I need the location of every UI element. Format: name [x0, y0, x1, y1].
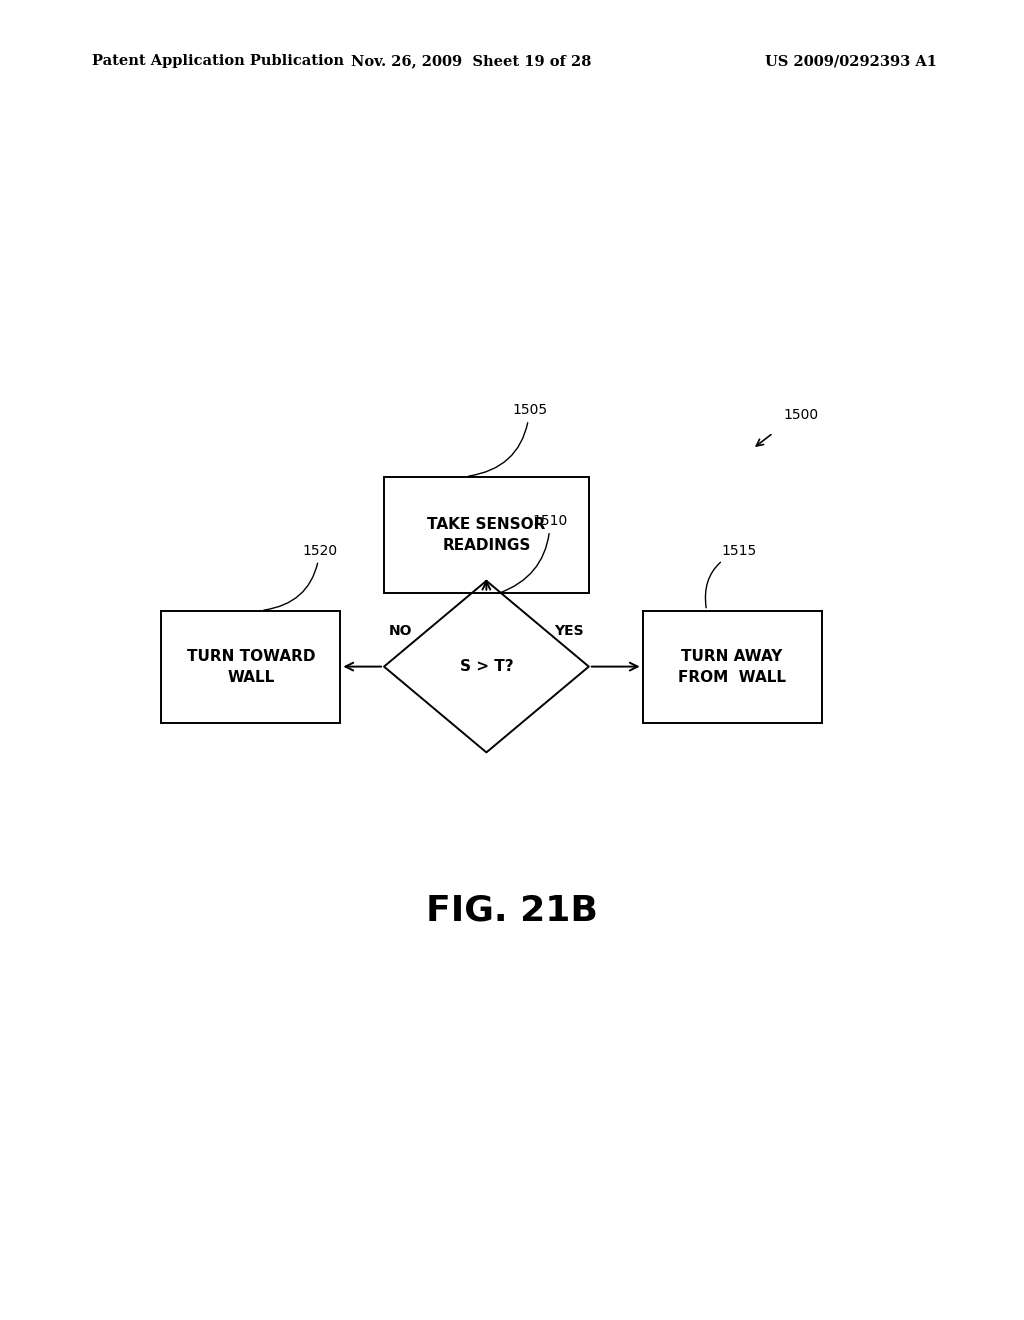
- Text: YES: YES: [554, 623, 584, 638]
- Text: Nov. 26, 2009  Sheet 19 of 28: Nov. 26, 2009 Sheet 19 of 28: [351, 54, 591, 69]
- Text: US 2009/0292393 A1: US 2009/0292393 A1: [765, 54, 937, 69]
- Text: TAKE SENSOR
READINGS: TAKE SENSOR READINGS: [427, 516, 546, 553]
- Bar: [643, 610, 821, 722]
- Text: S > T?: S > T?: [460, 659, 513, 675]
- Text: 1510: 1510: [500, 513, 567, 593]
- Text: Patent Application Publication: Patent Application Publication: [92, 54, 344, 69]
- Bar: [384, 477, 589, 593]
- Bar: [162, 610, 340, 722]
- Text: TURN TOWARD
WALL: TURN TOWARD WALL: [186, 648, 315, 685]
- Text: 1500: 1500: [783, 408, 818, 422]
- Text: 1520: 1520: [264, 544, 337, 610]
- Text: 1515: 1515: [706, 544, 757, 607]
- Text: FIG. 21B: FIG. 21B: [426, 894, 598, 928]
- Text: 1505: 1505: [469, 403, 547, 477]
- Text: TURN AWAY
FROM  WALL: TURN AWAY FROM WALL: [678, 648, 786, 685]
- Text: NO: NO: [389, 623, 413, 638]
